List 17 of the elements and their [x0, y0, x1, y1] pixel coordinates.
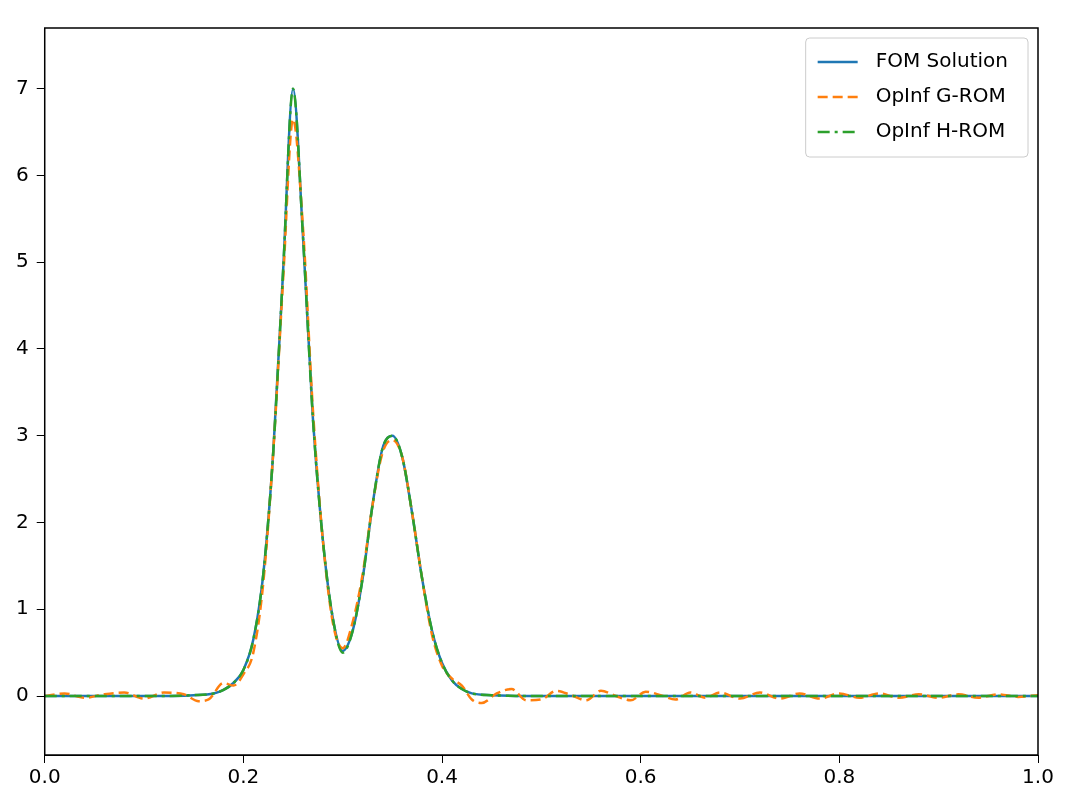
legend-label: FOM Solution	[875, 48, 1009, 73]
y-tick-label: 5	[15, 248, 29, 273]
x-tick-label: 1.0	[1022, 764, 1054, 789]
y-tick-label: 0	[15, 682, 29, 707]
y-tick-label: 6	[15, 161, 29, 186]
x-tick-label: 0.6	[624, 764, 657, 789]
y-tick-label: 7	[15, 74, 29, 99]
x-tick-label: 0.8	[823, 764, 856, 789]
y-tick-label: 1	[15, 595, 29, 620]
y-tick-label: 2	[15, 508, 29, 533]
y-tick-label: 4	[15, 335, 29, 360]
y-tick-label: 3	[15, 421, 29, 446]
x-tick-label: 0.2	[227, 764, 260, 789]
legend-label: OpInf H-ROM	[875, 118, 1006, 143]
x-tick-label: 0.0	[28, 764, 61, 789]
legend-label: OpInf G-ROM	[875, 83, 1006, 108]
x-tick-label: 0.4	[426, 764, 458, 789]
